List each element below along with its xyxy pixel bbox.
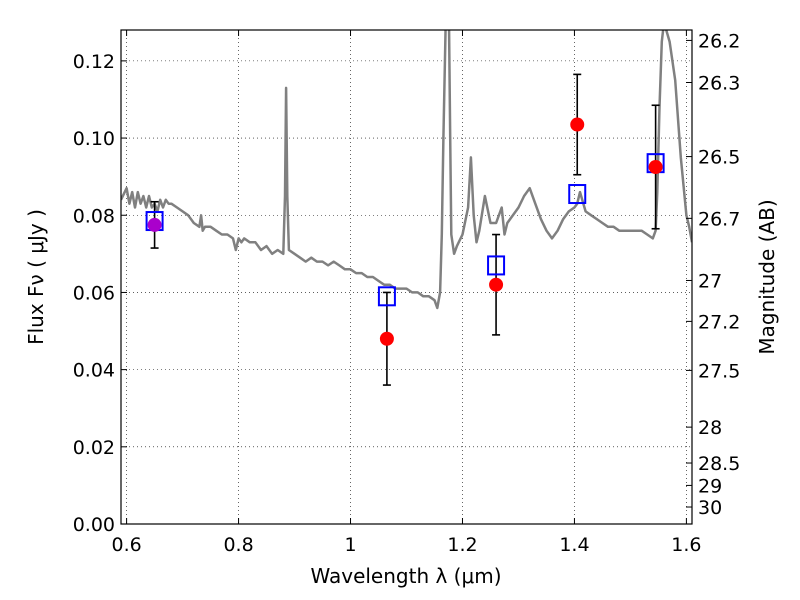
y2-tick-label: 28 — [698, 417, 722, 439]
y-axis-label: Flux Fν ( μJy ) — [24, 209, 48, 345]
x-tick-label: 1 — [344, 534, 356, 556]
y-tick-label: 0.00 — [73, 514, 115, 536]
model-spectrum-line — [121, 30, 692, 310]
y2-tick-label: 26.2 — [698, 30, 740, 52]
y-tick-label: 0.12 — [73, 51, 115, 73]
observed-flux-point — [648, 160, 663, 175]
x-tick-label: 1.4 — [559, 534, 589, 556]
y2-axis-label: Magnitude (AB) — [755, 199, 779, 354]
synthetic-flux-square — [377, 286, 396, 307]
x-tick-label: 1.2 — [447, 534, 477, 556]
grid-lines — [121, 30, 692, 525]
observed-flux-point — [570, 117, 585, 132]
y-tick-label: 0.06 — [73, 282, 115, 304]
observed-flux-point — [147, 217, 162, 232]
plot-frame — [120, 29, 693, 525]
synthetic-flux-square — [568, 184, 587, 205]
y2-tick-label: 27 — [698, 270, 722, 292]
y-tick-label: 0.04 — [73, 360, 115, 382]
observed-flux-point — [379, 331, 394, 346]
y2-tick-label: 26.7 — [698, 208, 740, 230]
x-tick-label: 0.8 — [223, 534, 253, 556]
x-tick-label: 0.6 — [111, 534, 141, 556]
synthetic-flux-square — [487, 255, 506, 276]
y2-tick-label: 27.2 — [698, 311, 740, 333]
y2-tick-label: 28.5 — [698, 453, 740, 475]
y2-tick-label: 26.3 — [698, 72, 740, 94]
y2-tick-label: 29 — [698, 475, 722, 497]
x-axis-label: Wavelength λ (μm) — [310, 564, 501, 588]
x-tick-label: 1.6 — [671, 534, 701, 556]
y2-tick-label: 26.5 — [698, 147, 740, 169]
y-tick-label: 0.02 — [73, 437, 115, 459]
y2-tick-label: 30 — [698, 497, 722, 519]
y-tick-label: 0.08 — [73, 205, 115, 227]
plot-data — [121, 30, 692, 386]
observed-flux-point — [489, 277, 504, 292]
axis-ticks: 0.6 0.8 1 1.2 1.4 1.6 0.00 0.02 0.04 0.06 0.08 0.10… — [73, 30, 740, 556]
y2-tick-label: 27.5 — [698, 360, 740, 382]
y-tick-label: 0.10 — [73, 128, 115, 150]
